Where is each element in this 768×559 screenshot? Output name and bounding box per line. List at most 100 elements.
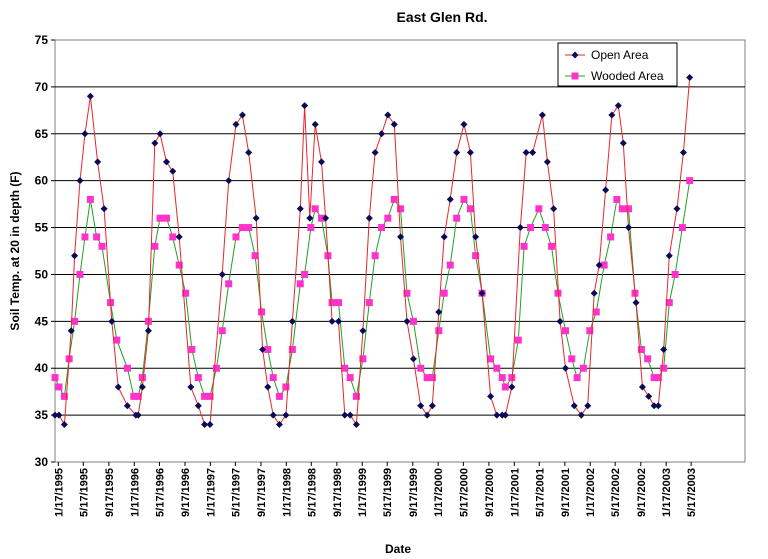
x-tick-label: 5/17/1998 (306, 468, 318, 517)
open-area-point (169, 167, 177, 175)
wooded-area-point (466, 205, 474, 213)
x-tick-label: 1/17/2002 (585, 468, 597, 517)
wooded-area-point (613, 195, 621, 203)
wooded-area-point (81, 233, 89, 241)
wooded-area-point (568, 355, 576, 363)
open-area-legend-label: Open Area (591, 48, 649, 62)
open-area-point (194, 402, 202, 410)
open-area-point (218, 270, 226, 278)
wooded-area-point (665, 299, 673, 307)
open-area-point (282, 411, 290, 419)
wooded-area-point (245, 224, 253, 232)
open-area-point (619, 139, 627, 147)
open-area-point (487, 392, 495, 400)
wooded-area-point (409, 317, 417, 325)
wooded-area-point (201, 392, 209, 400)
open-area-point (577, 411, 585, 419)
wooded-area-point (618, 205, 626, 213)
open-area-point (543, 158, 551, 166)
open-area-point (232, 120, 240, 128)
open-area-point (665, 252, 673, 260)
wooded-area-point (440, 289, 448, 297)
wooded-area-point (625, 205, 633, 213)
open-area-point (352, 420, 360, 428)
y-axis-label: Soil Temp. at 20 in depth (F) (8, 171, 22, 330)
x-tick-label: 5/17/1995 (78, 468, 90, 517)
open-area-point (673, 205, 681, 213)
wooded-area-point (93, 233, 101, 241)
wooded-area-point (607, 233, 615, 241)
y-tick-label: 40 (35, 361, 49, 375)
wooded-area-point (378, 224, 386, 232)
wooded-area-point (225, 280, 233, 288)
x-tick-label: 5/17/2001 (534, 468, 546, 517)
open-area-point (187, 383, 195, 391)
open-area-point (341, 411, 349, 419)
open-area-point (151, 139, 159, 147)
wooded-area-point (453, 214, 461, 222)
open-area-point (378, 130, 386, 138)
open-area-point (440, 233, 448, 241)
wooded-area-point (288, 345, 296, 353)
y-tick-label: 50 (35, 267, 49, 281)
wooded-area-point (592, 308, 600, 316)
x-tick-label: 9/17/1998 (332, 468, 344, 517)
open-area-point (335, 317, 343, 325)
open-area-point (660, 345, 668, 353)
open-area-point (225, 177, 233, 185)
open-area-series (51, 74, 694, 428)
wooded-area-point (371, 252, 379, 260)
open-area-point (446, 195, 454, 203)
open-area-point (466, 149, 474, 157)
x-tick-label: 9/17/1995 (104, 468, 116, 517)
wooded-area-point (138, 374, 146, 382)
open-area-point (238, 111, 246, 119)
open-area-point (306, 214, 314, 222)
wooded-area-point (317, 214, 325, 222)
open-area-point (245, 149, 253, 157)
open-area-point (390, 120, 398, 128)
wooded-area-point (586, 327, 594, 335)
open-area-point (686, 74, 694, 82)
x-tick-label: 9/17/1999 (408, 468, 420, 517)
open-area-point (435, 308, 443, 316)
x-tick-label: 5/17/1999 (382, 468, 394, 517)
wooded-area-point (264, 345, 272, 353)
wooded-area-point (561, 327, 569, 335)
open-area-point (60, 420, 68, 428)
plot-area (54, 39, 746, 463)
wooded-area-point (162, 214, 170, 222)
wooded-area-point (182, 289, 190, 297)
open-area-point (123, 402, 131, 410)
wooded-area-point (417, 364, 425, 372)
wooded-area-point (51, 374, 59, 382)
wooded-area-point (541, 224, 549, 232)
wooded-area-point (423, 374, 431, 382)
open-area-point (384, 111, 392, 119)
open-area-point (100, 205, 108, 213)
open-area-point (508, 383, 516, 391)
open-area-point (460, 120, 468, 128)
wooded-area-point (307, 224, 315, 232)
wooded-area-point (169, 233, 177, 241)
open-area-point (144, 327, 152, 335)
y-tick-label: 45 (35, 314, 49, 328)
open-area-point (561, 364, 569, 372)
open-area-point (632, 299, 640, 307)
x-tick-label: 9/17/2000 (484, 468, 496, 517)
wooded-area-point (123, 364, 131, 372)
open-area-point (275, 420, 283, 428)
open-area-point (501, 411, 509, 419)
open-area-point (608, 111, 616, 119)
wooded-area-point (346, 374, 354, 382)
wooded-area-point (130, 392, 138, 400)
open-area-point (81, 130, 89, 138)
chart-title: East Glen Rd. (396, 9, 487, 25)
series-layer (51, 74, 694, 428)
open-area-point (108, 317, 116, 325)
open-area-point (138, 383, 146, 391)
wooded-area-point (535, 205, 543, 213)
open-area-point (584, 402, 592, 410)
wooded-area-point (384, 214, 392, 222)
